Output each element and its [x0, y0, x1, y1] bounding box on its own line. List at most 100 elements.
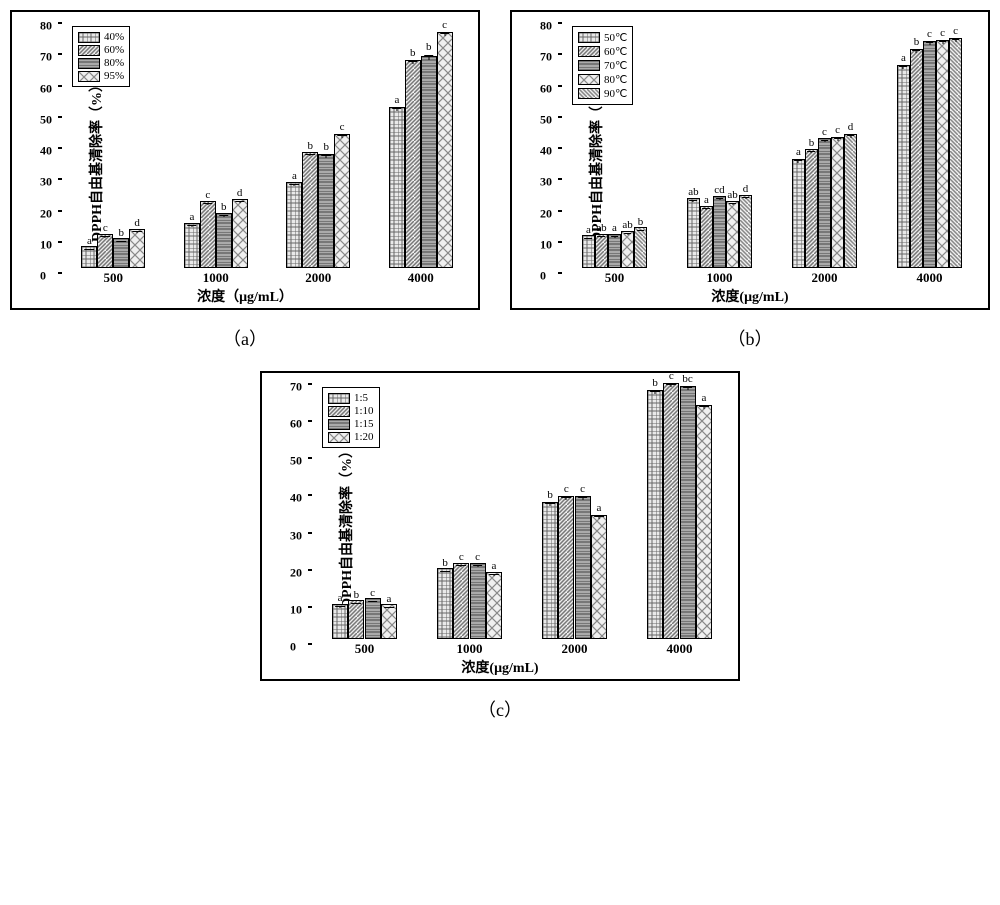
bar [334, 134, 350, 268]
bar-sig-letter: b [323, 141, 329, 153]
y-tick-label: 0 [540, 269, 546, 284]
legend: 50℃60℃70℃80℃90℃ [572, 26, 633, 105]
bar-sig-letter: a [394, 94, 399, 106]
bar-sig-letter: ab [727, 189, 737, 201]
bar [575, 496, 591, 639]
bar-sig-letter: c [580, 483, 585, 495]
bar-sig-letter: ab [688, 186, 698, 198]
bar [113, 238, 129, 268]
bar [844, 134, 857, 268]
bar [696, 405, 712, 639]
bar-sig-letter: a [586, 224, 591, 236]
y-tick-label: 20 [40, 206, 52, 221]
bar-sig-letter: a [901, 52, 906, 64]
bar-sig-letter: d [743, 183, 749, 195]
bar-sig-letter: a [292, 170, 297, 182]
legend-swatch [328, 393, 350, 404]
legend-label: 70℃ [604, 59, 627, 72]
bar [200, 201, 216, 268]
bar-sig-letter: c [205, 189, 210, 201]
bar [582, 235, 595, 268]
bar-sig-letter: c [835, 124, 840, 136]
bar [558, 496, 574, 639]
bar-sig-letter: c [564, 483, 569, 495]
bar-sig-letter: a [87, 235, 92, 247]
bar [232, 199, 248, 268]
legend-swatch [328, 406, 350, 417]
legend-label: 60% [104, 44, 124, 56]
x-tick-label: 1000 [457, 641, 483, 657]
bar-sig-letter: b [547, 489, 553, 501]
y-tick-label: 20 [540, 206, 552, 221]
bar-sig-letter: c [103, 222, 108, 234]
x-tick-label: 4000 [667, 641, 693, 657]
y-tick-label: 60 [540, 81, 552, 96]
bar-sig-letter: b [308, 140, 314, 152]
bar [421, 56, 437, 269]
y-tick-label: 40 [40, 144, 52, 159]
bar-sig-letter: a [596, 502, 601, 514]
bar [805, 149, 818, 268]
bar [470, 563, 486, 639]
y-axis-title: DPPH自由基清除率（%） [336, 444, 356, 608]
sublabel-a: （a） [223, 325, 267, 351]
bar [216, 213, 232, 268]
bar-sig-letter: d [848, 121, 854, 133]
bar-sig-letter: b [426, 41, 432, 53]
y-tick-label: 50 [290, 454, 302, 469]
legend-label: 1:15 [354, 418, 374, 430]
legend-label: 80℃ [604, 73, 627, 86]
bar [647, 390, 663, 639]
bar [437, 568, 453, 639]
legend-swatch [78, 32, 100, 43]
bar-sig-letter: a [796, 146, 801, 158]
bar [97, 234, 113, 268]
bar [129, 229, 145, 268]
y-tick-label: 10 [540, 237, 552, 252]
sublabel-c: （c） [478, 696, 522, 722]
x-tick-label: 500 [104, 270, 124, 286]
bar [663, 383, 679, 639]
y-tick-label: 40 [540, 144, 552, 159]
y-tick-label: 50 [40, 112, 52, 127]
bar [542, 502, 558, 639]
y-tick-label: 70 [540, 50, 552, 65]
legend-label: 60℃ [604, 45, 627, 58]
bar [621, 231, 634, 269]
x-tick-label: 2000 [562, 641, 588, 657]
bar-sig-letter: b [652, 377, 658, 389]
y-tick-label: 60 [290, 417, 302, 432]
bar [405, 60, 421, 268]
y-tick-label: 80 [40, 19, 52, 34]
panel-a: 01020304050607080DPPH自由基清除率（%）浓度（μg/mL）5… [10, 10, 480, 351]
y-tick-label: 0 [290, 640, 296, 655]
bar [437, 32, 453, 268]
bar [818, 138, 831, 268]
chart-b: 01020304050607080DPPH自由基清除率（%）浓度(μg/mL)5… [510, 10, 990, 310]
bar-sig-letter: a [189, 211, 194, 223]
bar-sig-letter: bc [682, 373, 692, 385]
x-axis-title: 浓度（μg/mL） [197, 286, 293, 306]
legend-label: 1:20 [354, 431, 374, 443]
bar-sig-letter: ab [622, 219, 632, 231]
bar-sig-letter: b [442, 557, 448, 569]
legend: 1:51:101:151:20 [322, 387, 380, 448]
bar-sig-letter: b [118, 227, 124, 239]
bar [949, 38, 962, 268]
bar-sig-letter: c [927, 28, 932, 40]
bar-sig-letter: cd [714, 184, 724, 196]
y-axis-title: DPPH自由基清除率（%） [86, 78, 106, 242]
bar [792, 159, 805, 268]
x-tick-label: 1000 [707, 270, 733, 286]
x-tick-label: 4000 [408, 270, 434, 286]
chart-c: 010203040506070DPPH自由基清除率（%）浓度(μg/mL)500… [260, 371, 740, 681]
y-tick-label: 10 [290, 602, 302, 617]
bar-sig-letter: b [410, 47, 416, 59]
y-tick-label: 70 [290, 380, 302, 395]
x-tick-label: 2000 [305, 270, 331, 286]
bar [591, 515, 607, 639]
bar-sig-letter: a [338, 592, 343, 604]
y-tick-label: 10 [40, 237, 52, 252]
bar-sig-letter: a [386, 593, 391, 605]
bar-sig-letter: a [701, 392, 706, 404]
